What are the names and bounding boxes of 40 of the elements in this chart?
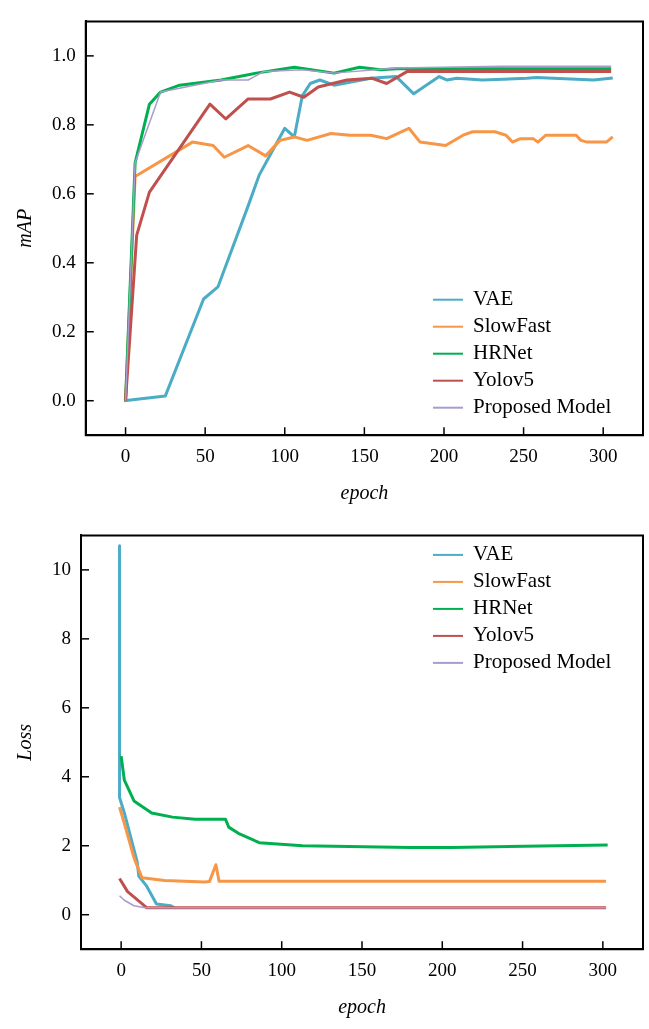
y-tick-label: 2 (61, 833, 71, 855)
x-tick-label: 0 (116, 958, 126, 980)
x-tick-label: 100 (270, 444, 300, 466)
x-tick-label: 300 (588, 444, 618, 466)
legend-label: Proposed Model (473, 649, 612, 674)
x-tick-label: 300 (588, 958, 618, 980)
x-tick-label: 250 (508, 958, 537, 980)
y-tick-label: 6 (61, 695, 71, 717)
y-tick-label: 8 (61, 626, 71, 648)
x-tick-label: 0 (120, 444, 131, 466)
legend-label: HRNet (473, 340, 533, 365)
legend-label: SlowFast (473, 313, 552, 338)
y-axis-title: mAP (13, 208, 36, 248)
legend-label: VAE (473, 286, 514, 311)
x-tick-label: 50 (191, 958, 211, 980)
y-tick-label: 1.0 (52, 43, 76, 65)
legend-label: HRNet (473, 595, 533, 620)
y-tick-label: 0.0 (52, 388, 76, 410)
x-tick-label: 150 (347, 958, 377, 980)
y-tick-label: 0 (61, 902, 71, 924)
legend-label: SlowFast (473, 568, 552, 593)
x-tick-label: 200 (428, 958, 457, 980)
legend-label: Proposed Model (473, 394, 612, 419)
y-tick-label: 0.8 (52, 112, 76, 134)
x-tick-label: 250 (509, 444, 538, 466)
legend-label: VAE (473, 541, 514, 566)
y-tick-label: 0.6 (52, 181, 76, 203)
x-tick-label: 100 (267, 958, 296, 980)
legend-label: Yolov5 (473, 622, 534, 647)
x-tick-label: 200 (429, 444, 459, 466)
y-tick-label: 0.2 (52, 319, 76, 341)
x-axis-title: epoch (340, 481, 389, 505)
x-axis-title: epoch (338, 995, 386, 1019)
y-tick-label: 10 (52, 557, 71, 579)
y-tick-label: 0.4 (52, 250, 77, 272)
legend-label: Yolov5 (473, 367, 534, 392)
x-tick-label: 50 (195, 444, 215, 466)
x-tick-label: 150 (350, 444, 379, 466)
y-axis-title: Loss (13, 723, 36, 762)
y-tick-label: 4 (61, 764, 72, 786)
